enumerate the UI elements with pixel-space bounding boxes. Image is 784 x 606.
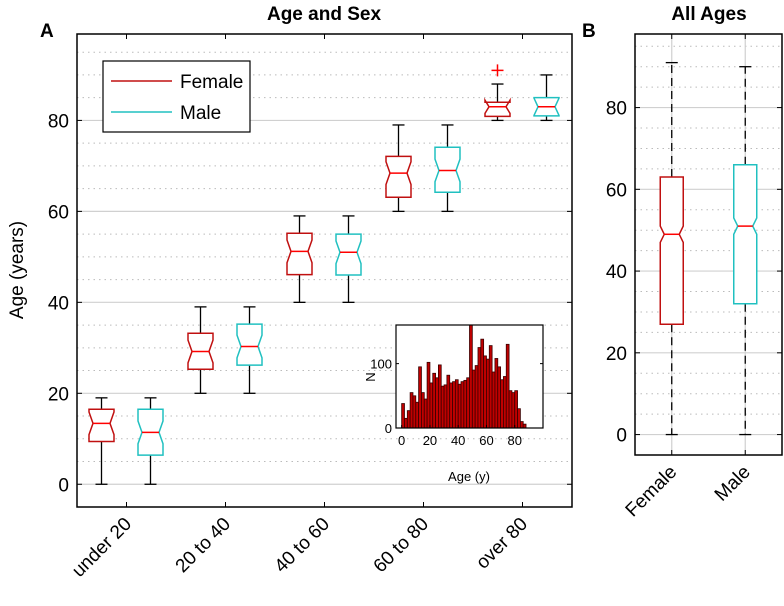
y-tick-label: 40	[48, 293, 69, 314]
histogram-bar	[483, 355, 487, 429]
histogram-bar	[463, 379, 468, 429]
box	[286, 232, 313, 276]
histogram-bar	[429, 382, 434, 429]
legend-box	[102, 60, 251, 133]
box	[659, 176, 684, 325]
x-tick-label: 40 to 60	[271, 514, 334, 577]
histogram-bar	[401, 403, 405, 429]
y-tick-label: 20	[48, 384, 69, 405]
histogram-bar	[418, 366, 422, 429]
histogram-bar	[471, 369, 476, 429]
legend: Female Male	[102, 60, 251, 133]
inset-histogram: 0 20 40 60 80 0 100	[370, 324, 544, 448]
histogram-bar	[409, 392, 414, 429]
histogram-bar	[460, 381, 465, 429]
y-tick-label: 0	[58, 475, 69, 496]
x-tick-label: under 20	[68, 514, 136, 582]
histogram-bar	[404, 417, 408, 429]
box	[733, 164, 758, 305]
histogram-bar	[449, 382, 453, 429]
box	[484, 97, 511, 118]
inset-ylabel: N	[363, 372, 378, 381]
panel-label-a: A	[40, 21, 54, 42]
histogram-bar	[511, 392, 516, 429]
panel-a-title: Age and Sex	[267, 4, 381, 25]
panel-b-title: All Ages	[671, 4, 746, 25]
histogram-bar	[432, 372, 436, 429]
histogram-bar	[474, 365, 479, 429]
histogram-bar	[452, 381, 456, 429]
inset-x-tick-label: 40	[451, 433, 465, 448]
histogram-bar	[477, 347, 482, 429]
legend-label-male: Male	[180, 103, 221, 124]
y-tick-label: 60	[48, 202, 69, 223]
histogram-bar	[438, 364, 442, 429]
y-tick-label: 60	[606, 180, 627, 201]
axes-frame	[76, 33, 573, 508]
inset-x-tick-label: 20	[423, 433, 437, 448]
y-tick-label: 20	[606, 344, 627, 365]
histogram-bar	[435, 377, 439, 429]
box	[335, 233, 362, 276]
y-tick-label: 0	[616, 426, 627, 447]
inset-y-tick-label: 0	[385, 421, 392, 436]
histogram-bar	[457, 383, 462, 429]
y-tick-label: 40	[606, 262, 627, 283]
legend-label-female: Female	[180, 72, 243, 93]
histogram-bar	[421, 392, 425, 429]
histogram-bar	[517, 408, 521, 429]
histogram-bar	[503, 376, 507, 429]
histogram-bar	[443, 384, 448, 429]
inset-x-tick-label: 80	[507, 433, 521, 448]
x-tick-label: Female	[622, 462, 682, 522]
box	[385, 155, 412, 199]
histogram-bar	[497, 366, 501, 429]
histogram-bar	[500, 379, 504, 429]
inset-y-tick-label: 100	[370, 357, 392, 372]
inset-x-tick-label: 60	[479, 433, 493, 448]
histogram-bar	[426, 361, 431, 429]
outlier-marker	[491, 64, 504, 77]
panel-b: 0 20 40 60 80 Female Male	[606, 33, 783, 522]
inset-x-tick-label: 0	[398, 433, 405, 448]
histogram-bar	[514, 390, 518, 429]
histogram-bar	[440, 385, 445, 429]
histogram-bar	[412, 395, 417, 429]
histogram-bar	[466, 377, 470, 429]
box	[88, 408, 115, 443]
histogram-bar	[480, 338, 485, 429]
histogram-bar	[415, 401, 420, 429]
box	[236, 323, 263, 366]
panel-label-b: B	[582, 21, 596, 42]
histogram-bar	[454, 379, 459, 429]
panel-a: 0 20 40 60 80 under 20 20 to 40 40 to 60 60 to 8…	[48, 33, 573, 582]
histogram-bar	[406, 410, 411, 429]
x-tick-label: 20 to 40	[172, 514, 235, 577]
y-tick-label: 80	[606, 99, 627, 120]
x-tick-label: over 80	[472, 514, 532, 574]
histogram-bar	[486, 358, 490, 429]
axes-frame	[634, 33, 783, 456]
histogram-bar	[508, 390, 513, 429]
histogram-bar	[488, 345, 493, 429]
x-tick-label: Male	[711, 462, 755, 506]
histogram-bar	[491, 371, 496, 429]
histogram-bar	[494, 358, 499, 429]
inset-frame	[395, 324, 544, 429]
histogram-bar	[423, 398, 428, 429]
histogram-bar	[469, 324, 473, 429]
panel-a-ylabel: Age (years)	[7, 221, 28, 319]
histogram-bar	[519, 421, 524, 429]
inset-xlabel: Age (y)	[448, 469, 490, 484]
x-tick-label: 60 to 80	[370, 514, 433, 577]
histogram-bar	[505, 343, 510, 429]
y-tick-label: 80	[48, 111, 69, 132]
histogram-bar	[446, 374, 451, 429]
